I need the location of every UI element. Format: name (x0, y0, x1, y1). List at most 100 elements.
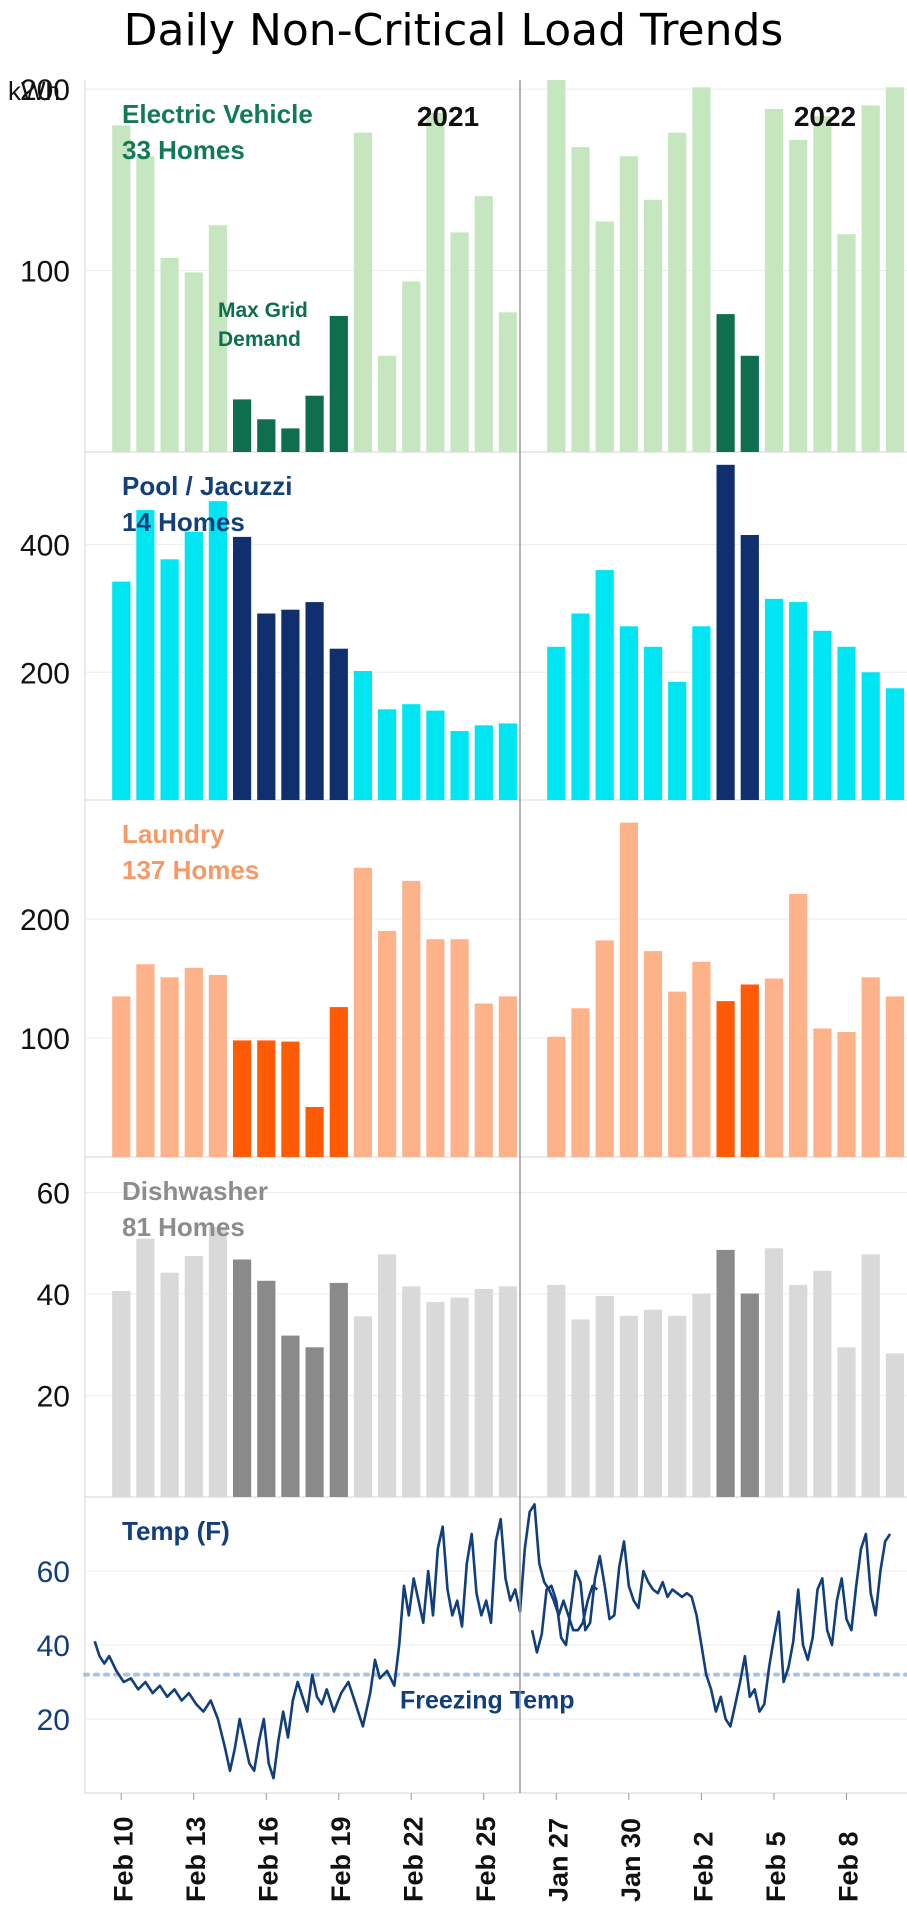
bar (571, 147, 590, 452)
bar (498, 312, 517, 452)
panel-title: Dishwasher (122, 1176, 268, 1206)
bar (764, 978, 784, 1157)
panel-title: Pool / Jacuzzi (122, 471, 293, 501)
bar (112, 996, 131, 1157)
reference-line-label: Freezing Temp (400, 1687, 575, 1715)
x-tick-label: Feb 16 (253, 1816, 283, 1902)
bar (692, 961, 711, 1157)
bar (378, 709, 397, 800)
panel-title: Temp (F) (122, 1516, 230, 1546)
bar (112, 581, 131, 800)
bar (547, 1284, 566, 1497)
bar-highlighted (281, 609, 300, 800)
x-tick-label: Feb 25 (471, 1816, 501, 1902)
bar (402, 1286, 421, 1497)
bar (402, 704, 421, 800)
bar (571, 1008, 590, 1158)
bar (885, 688, 904, 800)
bar (426, 939, 445, 1157)
x-tick-label: Jan 27 (543, 1818, 573, 1902)
panel-homes-count: 81 Homes (122, 1212, 245, 1242)
bar (160, 1272, 179, 1497)
bar (789, 1284, 808, 1497)
bar-highlighted (233, 536, 252, 800)
bar (861, 1254, 880, 1497)
bar (885, 996, 904, 1157)
bar (450, 232, 469, 452)
x-tick-label: Jan 30 (616, 1818, 646, 1902)
bar (160, 257, 179, 452)
max-grid-demand-annotation: Max Grid (218, 299, 308, 322)
bar (668, 132, 687, 452)
bar-highlighted (329, 648, 348, 800)
bar (837, 1032, 856, 1157)
bar (450, 939, 469, 1157)
y-tick-label: 100 (20, 1023, 70, 1056)
bar (184, 531, 203, 800)
y-tick-label: 200 (20, 904, 70, 937)
bar-highlighted (740, 1293, 759, 1497)
year-label-2021: 2021 (417, 101, 479, 132)
bar-highlighted (305, 1347, 324, 1497)
bar (643, 646, 663, 800)
bar (837, 646, 856, 800)
bar (426, 710, 445, 800)
bar (643, 951, 663, 1157)
bar (547, 80, 566, 452)
bar-highlighted (716, 1249, 735, 1497)
x-tick-label: Feb 8 (834, 1831, 864, 1902)
bar (378, 355, 397, 452)
bar-highlighted (329, 1007, 348, 1157)
bar (813, 116, 832, 453)
bar (498, 1286, 517, 1497)
bar (378, 1254, 397, 1497)
page-title: Daily Non-Critical Load Trends (123, 5, 784, 56)
bar-highlighted (257, 1040, 276, 1157)
bar (184, 1256, 203, 1497)
bar (813, 1028, 832, 1157)
bar-highlighted (233, 1259, 252, 1497)
bar-highlighted (281, 428, 300, 452)
year-label-2022: 2022 (794, 101, 856, 132)
bar (208, 225, 227, 452)
bar (474, 725, 493, 800)
bar (547, 1036, 566, 1157)
bar-highlighted (233, 1040, 252, 1157)
bar (619, 822, 638, 1157)
bar (861, 977, 880, 1157)
x-tick-label: Feb 22 (398, 1816, 428, 1902)
bar (619, 1315, 638, 1497)
bar (764, 1248, 784, 1497)
bar-highlighted (716, 314, 735, 452)
temperature-line-2022 (530, 1532, 892, 1728)
bar (764, 109, 784, 452)
bar (112, 125, 131, 453)
bar (789, 894, 808, 1157)
bar (136, 964, 155, 1157)
bar (402, 880, 421, 1157)
bar (353, 671, 372, 800)
bar-highlighted (281, 1041, 300, 1157)
y-tick-label: 40 (37, 1630, 70, 1663)
bar-highlighted (740, 355, 759, 452)
bar (837, 1347, 856, 1497)
bar (450, 731, 469, 800)
bar-highlighted (740, 535, 759, 800)
y-tick-label: 20 (37, 1381, 70, 1414)
chart: 100 200 Electric Vehicle 33 Homes Max Grid De… (8, 74, 907, 1902)
bar-highlighted (329, 315, 348, 452)
bar-highlighted (257, 419, 276, 452)
bar (136, 1238, 155, 1497)
bar-highlighted (305, 395, 324, 452)
bar (571, 1319, 590, 1497)
bar-highlighted (329, 1282, 348, 1497)
bar (692, 626, 711, 800)
bar-highlighted (716, 464, 735, 800)
bar (668, 1315, 687, 1497)
bar (136, 510, 155, 800)
bar (426, 1302, 445, 1497)
bar (885, 1353, 904, 1497)
bar (353, 867, 372, 1157)
bar (885, 87, 904, 453)
bar (160, 977, 179, 1157)
